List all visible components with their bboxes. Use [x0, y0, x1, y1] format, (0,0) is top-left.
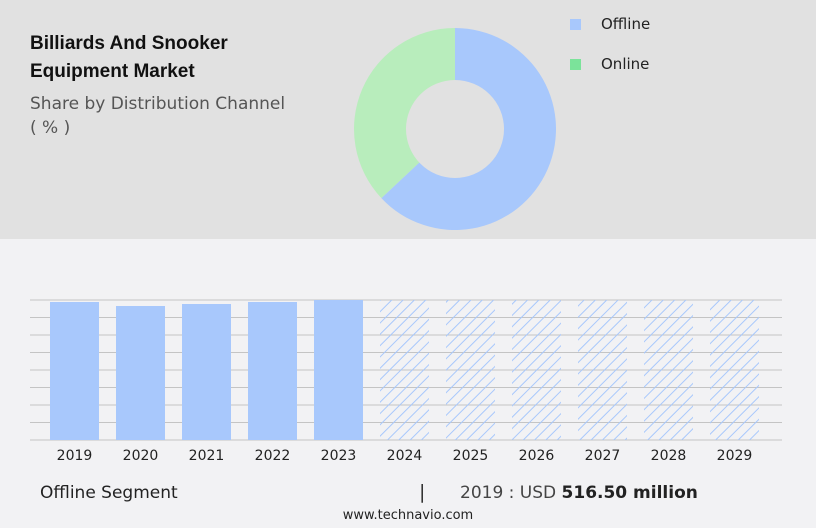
x-tick-label: 2025: [453, 448, 489, 464]
online-swatch-icon: [570, 58, 581, 70]
subtitle-text: Share by Distribution Channel: [30, 94, 286, 114]
legend-item-online: Online: [570, 54, 650, 74]
bar-chart: 2019 2020 2021 2022 2023 2024 2025 2026 2027 2028…: [30, 299, 782, 464]
donut-chart: [354, 28, 556, 230]
bar-2028: [644, 300, 693, 440]
value-text: 516.50 million: [561, 483, 698, 503]
legend-item-offline: Offline: [570, 14, 650, 34]
x-tick-label: 2027: [585, 448, 621, 464]
bar-2026: [512, 300, 561, 440]
bar-2020: [116, 306, 165, 440]
bar-2019: [50, 302, 99, 440]
x-tick-label: 2024: [387, 448, 423, 464]
bar-2023: [314, 300, 363, 440]
footer-separator: |: [419, 481, 426, 503]
bar-2024: [380, 300, 429, 440]
chart-subtitle: Share by Distribution Channel ( % ): [30, 92, 330, 140]
donut-slice-online: [354, 28, 455, 199]
x-tick-label: 2022: [255, 448, 291, 464]
chart-title: Billiards And Snooker Equipment Market: [30, 33, 228, 82]
offline-swatch-icon: [570, 18, 581, 30]
segment-value: 2019 : USD 516.50 million: [460, 483, 698, 503]
legend: Offline Online: [570, 14, 650, 94]
source-url: www.technavio.com: [342, 508, 474, 523]
x-tick-label: 2021: [189, 448, 225, 464]
x-tick-label: 2029: [717, 448, 753, 464]
bar-2027: [578, 300, 627, 440]
x-tick-label: 2023: [321, 448, 357, 464]
bar-2029: [710, 300, 759, 440]
x-tick-label: 2019: [57, 448, 93, 464]
x-tick-label: 2026: [519, 448, 555, 464]
bar-2022: [248, 302, 297, 440]
year-label: 2019 : USD: [460, 483, 557, 503]
bar-2025: [446, 300, 495, 440]
bar-2021: [182, 304, 231, 440]
x-tick-label: 2028: [651, 448, 687, 464]
unit-text: ( % ): [30, 118, 71, 138]
segment-label: Offline Segment: [40, 483, 178, 503]
x-tick-label: 2020: [123, 448, 159, 464]
